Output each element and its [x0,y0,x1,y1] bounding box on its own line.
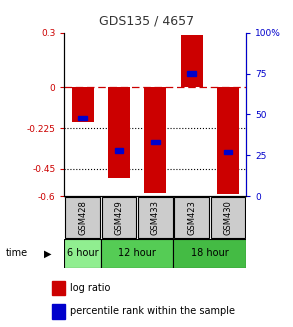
Bar [101,197,137,238]
Text: GSM433: GSM433 [151,200,160,235]
Text: log ratio: log ratio [69,283,110,293]
Bar [52,281,65,295]
Bar [72,87,93,122]
Text: GSM428: GSM428 [78,200,87,235]
Text: ▶: ▶ [44,249,52,258]
Text: percentile rank within the sample: percentile rank within the sample [69,306,235,317]
Bar [138,197,173,238]
Bar [224,150,232,154]
Bar [173,239,246,268]
Text: GDS135 / 4657: GDS135 / 4657 [99,15,194,28]
Text: time: time [6,249,28,258]
Text: GSM430: GSM430 [224,200,232,235]
Text: 18 hour: 18 hour [191,249,229,258]
Bar [101,239,173,268]
Bar [217,87,239,194]
Bar [144,87,166,193]
Bar [78,115,87,120]
Bar [187,71,196,76]
Text: GSM423: GSM423 [187,200,196,235]
Bar [108,87,130,178]
Bar [151,140,160,145]
Bar [65,197,100,238]
Text: 6 hour: 6 hour [67,249,98,258]
Bar [174,197,209,238]
Text: GSM429: GSM429 [115,200,123,235]
Bar [181,35,202,87]
Text: 12 hour: 12 hour [118,249,156,258]
Bar [115,148,123,153]
Bar [64,239,101,268]
Bar [52,304,65,319]
Bar [210,197,246,238]
